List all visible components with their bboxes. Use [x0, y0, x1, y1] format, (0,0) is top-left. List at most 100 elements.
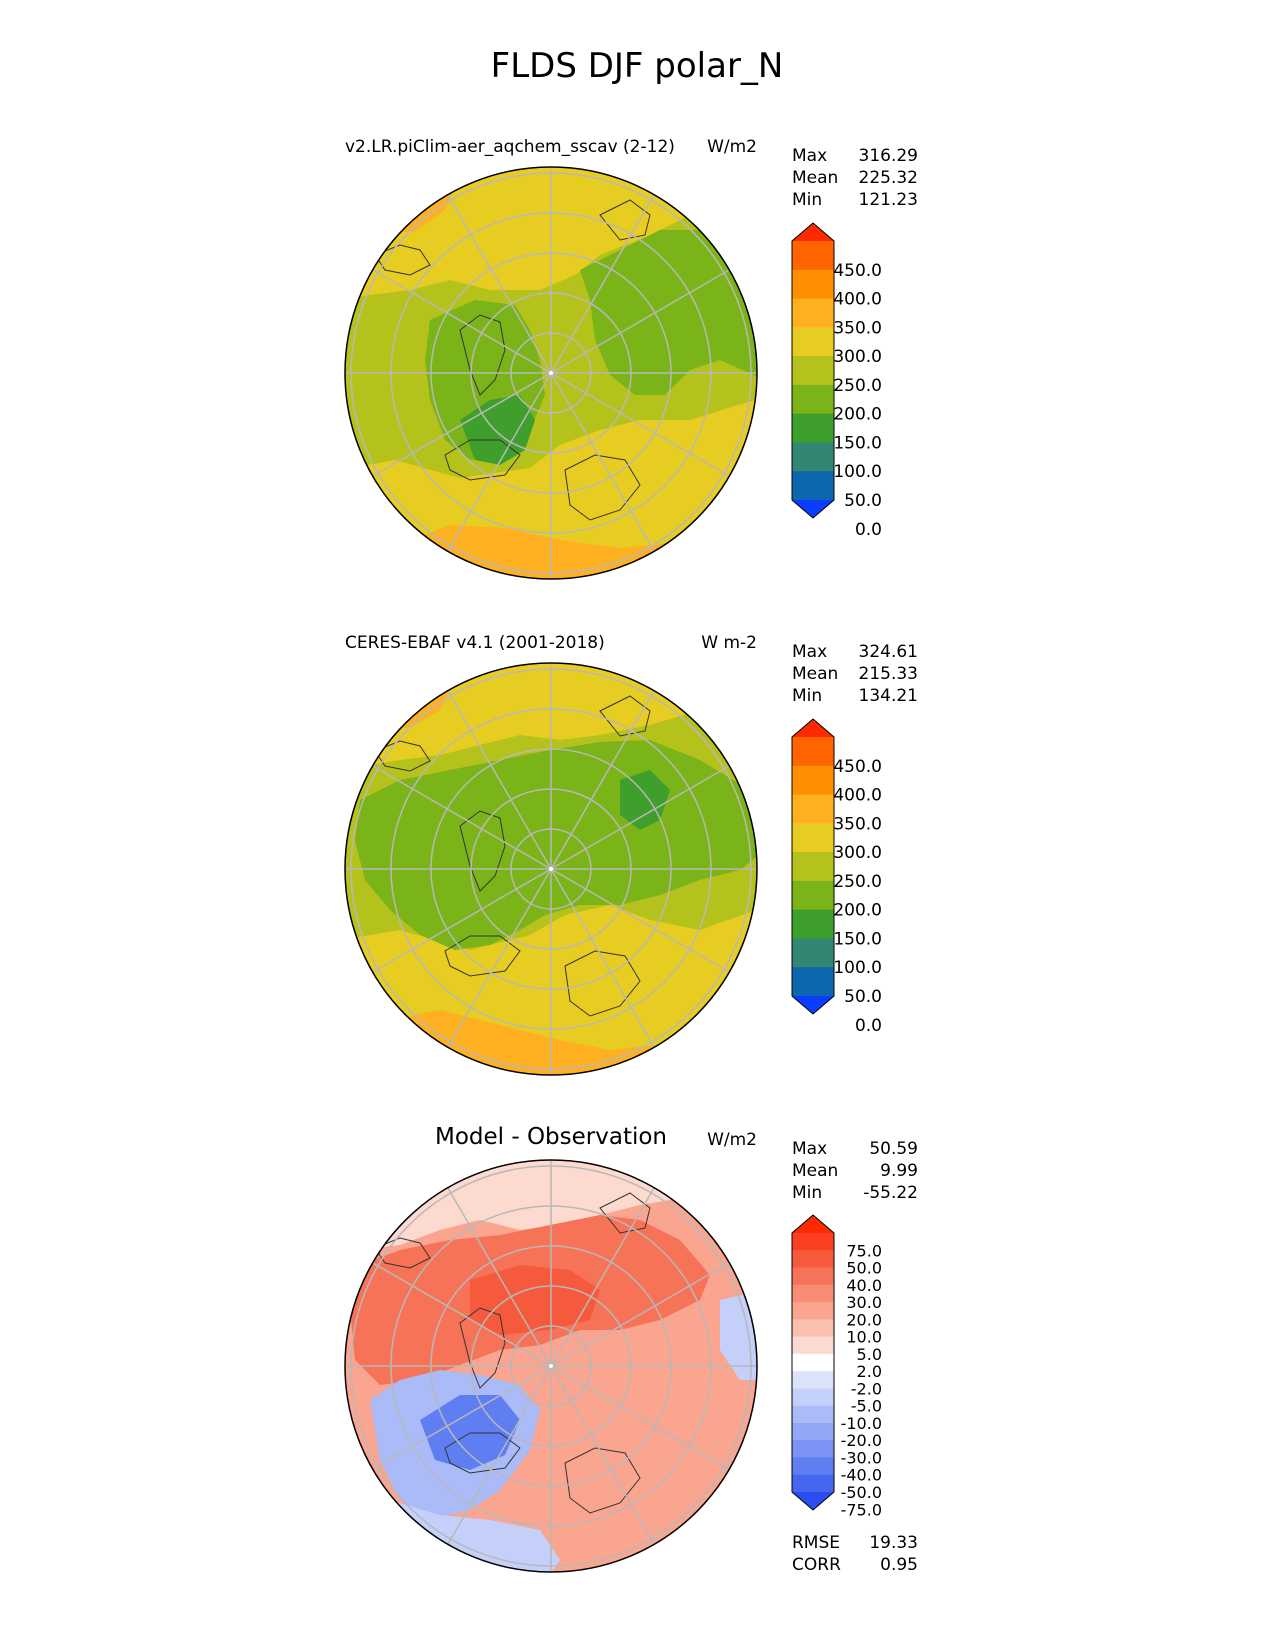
figure-title: FLDS DJF polar_N [491, 46, 784, 86]
colorbar-tick-label: 50.0 [844, 491, 882, 511]
colorbar-tick-label: 20.0 [846, 1310, 882, 1329]
stat-label-min: Min [792, 686, 822, 706]
colorbar-segment [792, 1474, 834, 1493]
colorbar-segment [792, 794, 834, 824]
colorbar-segment [792, 384, 834, 415]
colorbar-tick-label: 350.0 [833, 318, 882, 338]
stat-label-corr: CORR [792, 1555, 841, 1575]
colorbar-segment [792, 241, 834, 271]
stat-label-min: Min [792, 1183, 822, 1203]
colorbar-segment [792, 737, 834, 767]
extra-stats-diff: RMSE 19.33 CORR 0.95 [792, 1533, 918, 1575]
coastlines [374, 695, 651, 1017]
stat-label-rmse: RMSE [792, 1533, 840, 1553]
colorbar-tick-label: -20.0 [841, 1431, 882, 1450]
colorbar-segment [792, 1302, 834, 1320]
stat-value-mean: 225.32 [859, 168, 918, 188]
stat-label-max: Max [792, 642, 827, 662]
colorbar-tick-label: -30.0 [841, 1448, 882, 1467]
colorbar-segment [792, 1233, 834, 1251]
colorbar-tick-label: -10.0 [841, 1414, 882, 1433]
colorbar-tick-label: 400.0 [833, 786, 882, 806]
stats-obs: Max 324.61 Mean 215.33 Min 134.21 [792, 642, 918, 706]
colorbar-tick-label: 250.0 [833, 872, 882, 892]
colorbar-extend-bottom [792, 996, 834, 1014]
colorbar-tick-label: 30.0 [846, 1293, 882, 1312]
colorbar-outline [791, 718, 835, 1015]
colorbar-segment [792, 1371, 834, 1389]
map-border [344, 662, 758, 1076]
colorbar-tick-label: 200.0 [833, 901, 882, 921]
colorbar-extend-top [792, 223, 834, 241]
colorbar-extend-top [792, 1215, 834, 1233]
stat-label-mean: Mean [792, 664, 838, 684]
colorbar-segment [792, 1405, 834, 1424]
stats-diff: Max 50.59 Mean 9.99 Min -55.22 [792, 1139, 918, 1203]
colorbar-tick-label: 250.0 [833, 376, 882, 396]
polar-map-model [344, 166, 758, 580]
colorbar-tick-label: 0.0 [855, 520, 882, 540]
colorbar-tick-label: 0.0 [855, 1016, 882, 1036]
colorbar-extend-bottom [792, 500, 834, 518]
colorbar-tick-label: 350.0 [833, 814, 882, 834]
colorbar-segment [792, 269, 834, 300]
map-border [344, 166, 758, 580]
stat-value-rmse: 19.33 [869, 1533, 918, 1553]
colorbar-segment [792, 852, 834, 882]
stat-value-min: 121.23 [859, 190, 918, 210]
colorbar-tick-label: 450.0 [833, 757, 882, 777]
colorbar-segment [792, 1267, 834, 1286]
stat-value-max: 316.29 [859, 146, 918, 166]
field-region-blue-east [720, 1290, 757, 1380]
colorbar-segment [792, 1319, 834, 1338]
colorbar-tick-label: -2.0 [851, 1379, 882, 1398]
panel-model-units: W/m2 [707, 137, 757, 157]
colorbar-segment [792, 823, 834, 853]
colorbar-tick-label: 100.0 [833, 462, 882, 482]
colorbar-obs: 450.0 400.0 350.0 300.0 250.0 200.0 150.0 100.0… [791, 718, 882, 1036]
colorbar-segment [792, 471, 834, 501]
field-region-green-east [580, 230, 757, 395]
panel-obs-left-title: CERES-EBAF v4.1 (2001-2018) [345, 633, 605, 653]
colorbar-segment [792, 909, 834, 939]
colorbar-tick-label: 450.0 [833, 261, 882, 281]
stat-value-mean: 215.33 [859, 664, 918, 684]
colorbar-segment [792, 967, 834, 997]
stat-label-max: Max [792, 146, 827, 166]
colorbar-tick-label: -40.0 [841, 1466, 882, 1485]
colorbar-tick-label: 5.0 [857, 1345, 882, 1364]
stat-label-mean: Mean [792, 168, 838, 188]
panel-diff-title: Model - Observation [435, 1124, 667, 1150]
stat-label-max: Max [792, 1139, 827, 1159]
colorbar-segment [792, 1422, 834, 1441]
colorbar-segment [792, 880, 834, 911]
colorbar-segment [792, 1353, 834, 1372]
colorbar-tick-label: 50.0 [846, 1259, 882, 1278]
stats-model: Max 316.29 Mean 225.32 Min 121.23 [792, 146, 918, 210]
colorbar-tick-label: 300.0 [833, 843, 882, 863]
colorbar-segment [792, 298, 834, 328]
panel-obs: CERES-EBAF v4.1 (2001-2018) W m-2 [344, 633, 918, 1076]
stat-value-max: 50.59 [869, 1139, 918, 1159]
stat-label-min: Min [792, 190, 822, 210]
colorbar-segment [792, 413, 834, 443]
colorbar-extend-top [792, 719, 834, 737]
colorbar-segment [792, 1250, 834, 1269]
colorbar-tick-label: 200.0 [833, 405, 882, 425]
colorbar-segment [792, 765, 834, 796]
colorbar-segment [792, 356, 834, 386]
stat-value-min: -55.22 [863, 1183, 918, 1203]
pole-marker [549, 867, 553, 871]
coastlines [374, 1192, 651, 1514]
colorbar-tick-label: 300.0 [833, 347, 882, 367]
stat-value-corr: 0.95 [880, 1555, 918, 1575]
colorbar-tick-label: 400.0 [833, 290, 882, 310]
colorbar-segment [792, 1457, 834, 1476]
pole-marker [549, 1364, 553, 1368]
colorbar-tick-label: -5.0 [851, 1397, 882, 1416]
stat-value-min: 134.21 [859, 686, 918, 706]
colorbar-model: 450.0 400.0 350.0 300.0 250.0 200.0 150.0 100.0… [791, 222, 882, 540]
panel-diff: Model - Observation W/m2 [344, 1124, 918, 1575]
panel-model: v2.LR.piClim-aer_aqchem_sscav (2-12) W/m… [344, 137, 918, 580]
colorbar-tick-label: 75.0 [846, 1241, 882, 1260]
